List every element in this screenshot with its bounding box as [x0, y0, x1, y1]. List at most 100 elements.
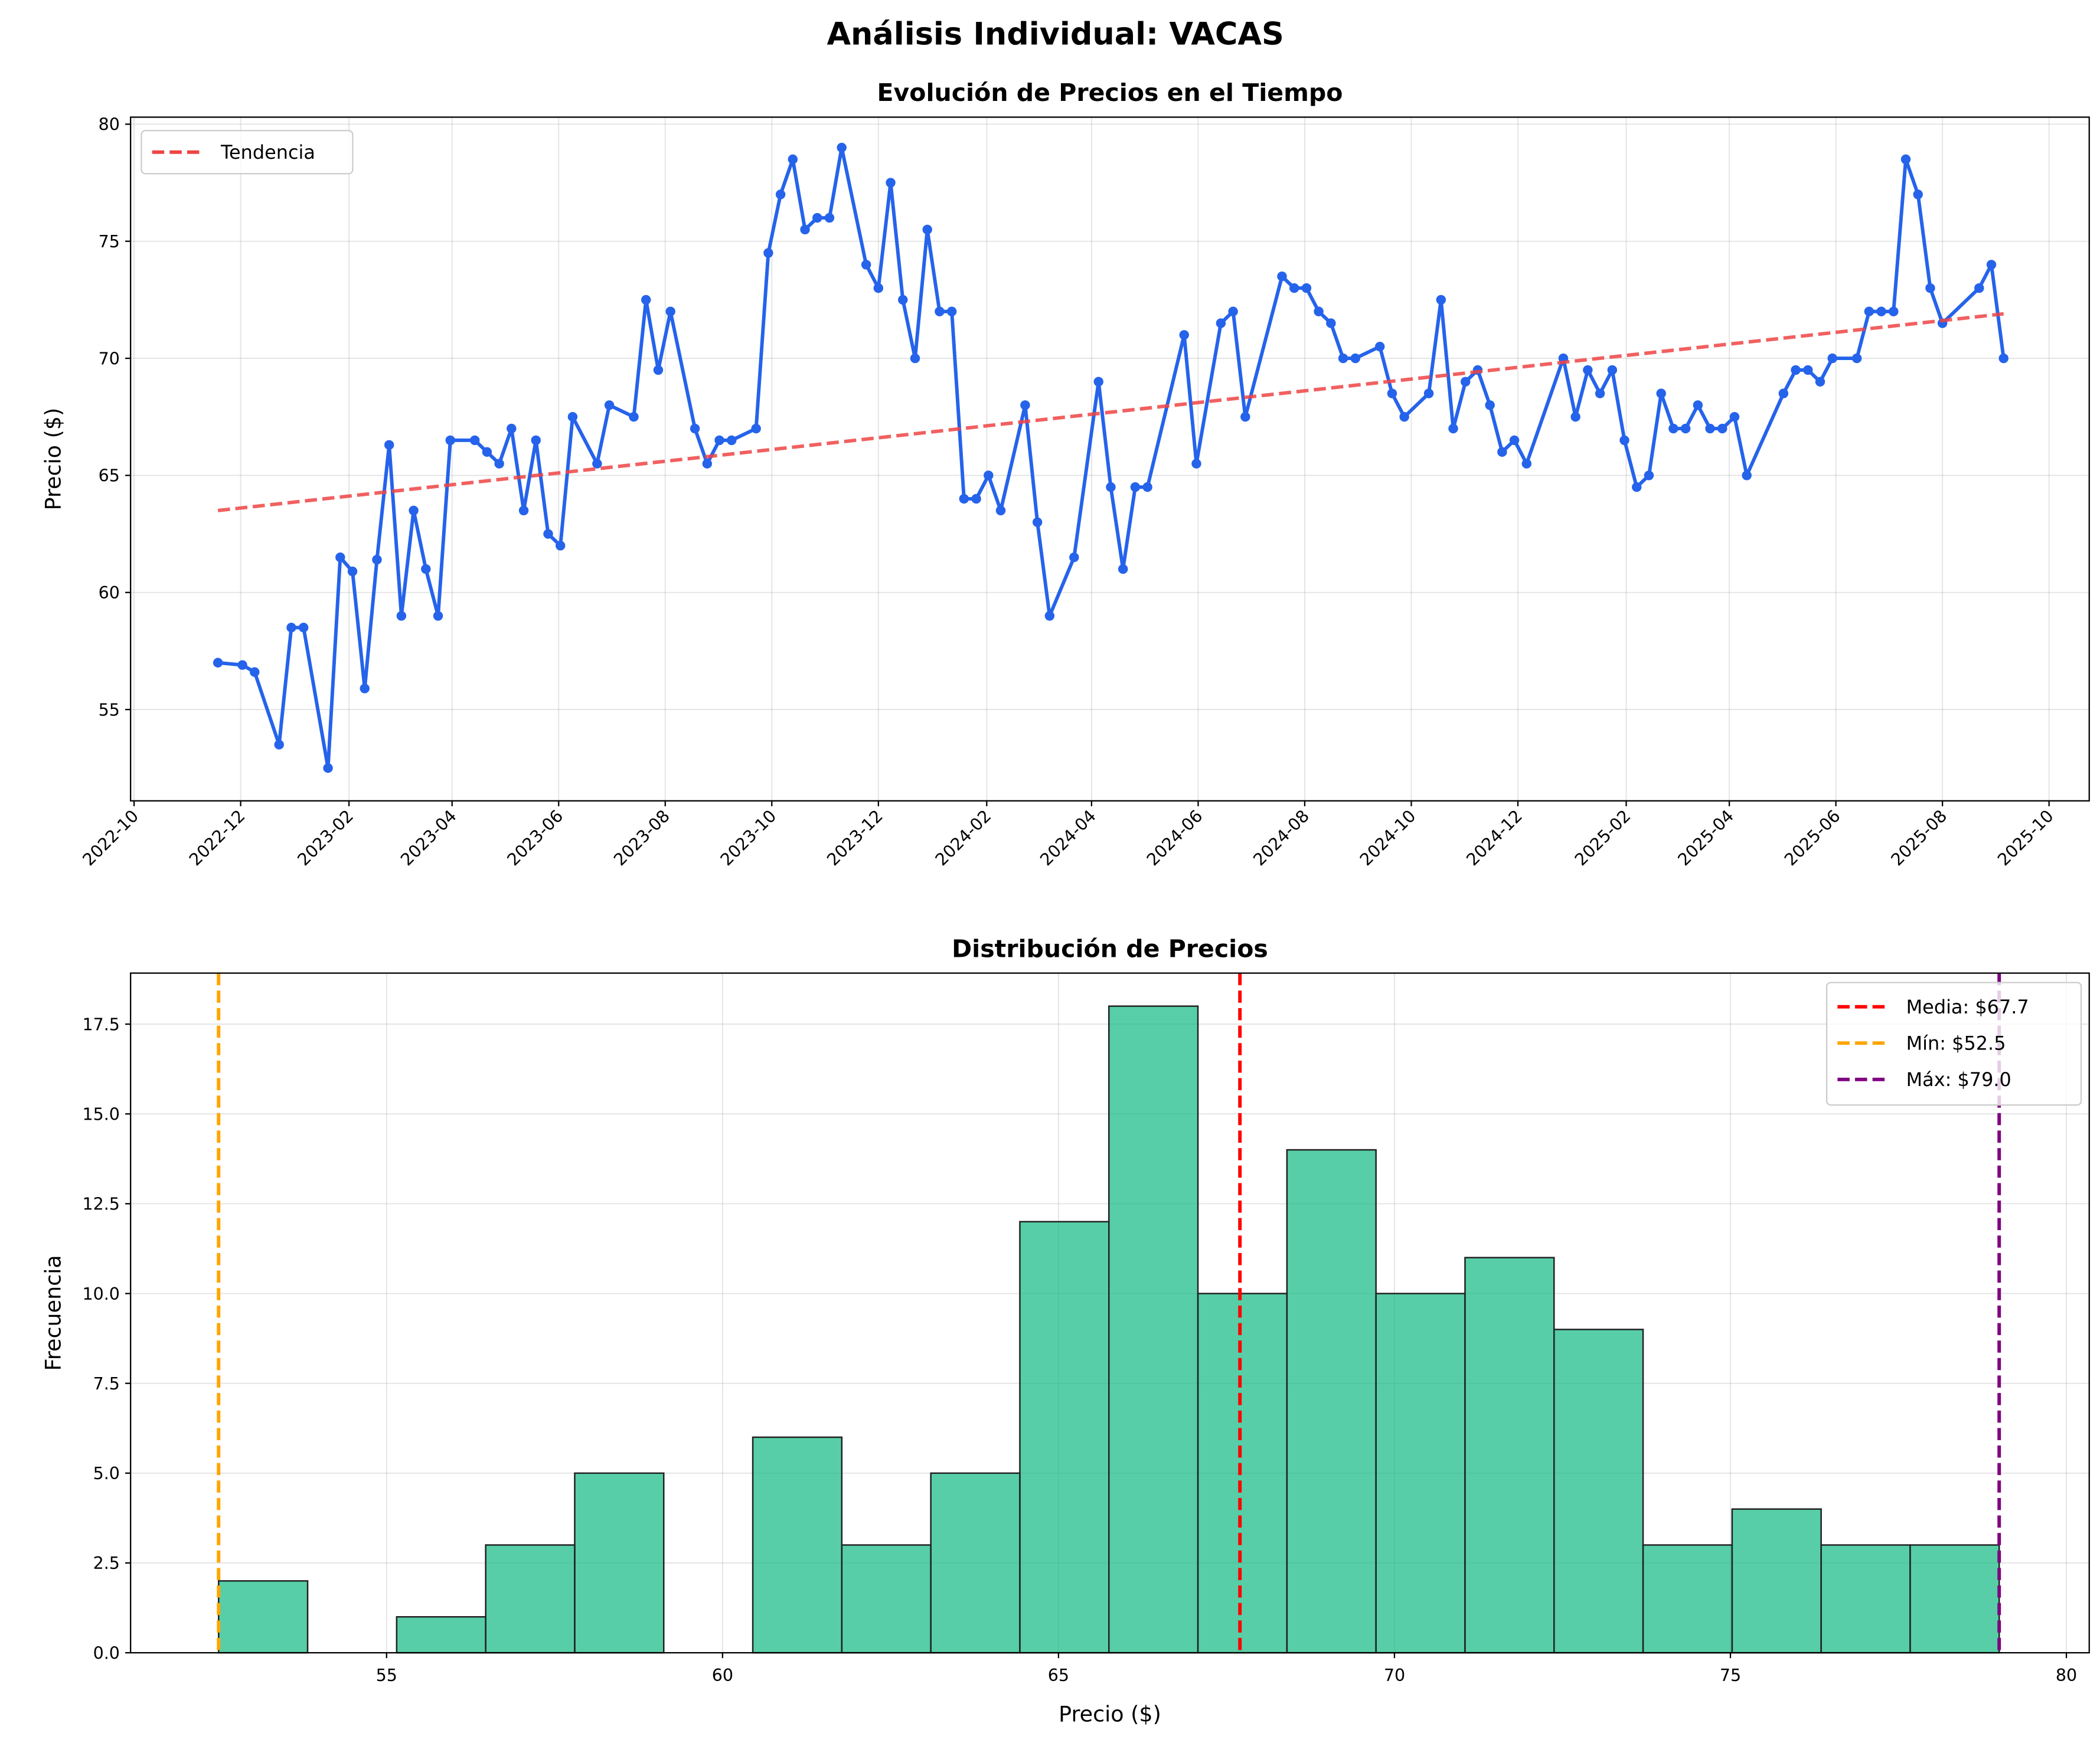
price-point: [604, 400, 615, 410]
price-point: [1644, 470, 1654, 480]
price-point: [250, 667, 260, 677]
histogram-bar: [1642, 1544, 1733, 1654]
price-line: [217, 146, 2006, 770]
x-tick-label: 2024-10: [1356, 806, 1420, 870]
price-point: [555, 541, 566, 551]
price-point: [1889, 306, 1899, 316]
price-point: [665, 306, 675, 316]
price-point: [1778, 388, 1789, 398]
price-point: [1106, 482, 1116, 492]
x-tick-label: 2022-12: [185, 806, 249, 870]
histogram-bar: [396, 1616, 486, 1654]
chart-title: Distribución de Precios: [952, 934, 1268, 963]
axes-frame: [130, 116, 2090, 802]
price-point: [1289, 283, 1299, 293]
price-point: [984, 470, 994, 480]
histogram-bar: [218, 1580, 309, 1654]
price-point: [1130, 482, 1141, 492]
price-point: [1705, 423, 1715, 434]
histogram-bar: [485, 1544, 576, 1654]
price-point: [1656, 388, 1666, 398]
price-point: [1791, 365, 1801, 375]
price-point: [1191, 459, 1201, 469]
y-axis-label: Frecuencia: [41, 1255, 66, 1371]
histogram-bar: [1731, 1508, 1822, 1654]
price-point: [1632, 482, 1642, 492]
y-axis-label: Precio ($): [41, 408, 66, 511]
x-tick-label: 65: [1048, 1666, 1069, 1685]
x-tick-label: 2022-10: [79, 806, 143, 870]
price-point: [1179, 330, 1189, 340]
x-axis-label: Precio ($): [1059, 1701, 1161, 1726]
price-point: [1876, 306, 1886, 316]
x-tick-label: 2023-10: [717, 806, 780, 870]
price-point: [1338, 353, 1348, 364]
price-point: [518, 505, 529, 516]
price-point: [1607, 365, 1618, 375]
x-tick-label: 80: [2056, 1666, 2077, 1685]
price-point: [824, 212, 835, 223]
price-point: [1583, 365, 1593, 375]
y-tick-label: 55: [99, 700, 120, 720]
price-point: [1044, 611, 1055, 621]
price-point: [690, 423, 700, 434]
price-point: [1399, 412, 1409, 422]
price-point: [1864, 306, 1874, 316]
x-tick-label: 2025-08: [1887, 806, 1951, 870]
price-point: [1326, 318, 1336, 328]
price-point: [1509, 435, 1520, 446]
y-tick-label: 75: [99, 232, 120, 251]
figure-title: Análisis Individual: VACAS: [827, 16, 1283, 52]
price-point: [959, 493, 969, 504]
histogram-bar: [574, 1472, 665, 1654]
price-point: [433, 611, 443, 621]
x-tick-label: 2025-10: [1994, 806, 2057, 870]
x-tick-label: 2023-08: [610, 806, 674, 870]
histogram-bar: [752, 1436, 843, 1654]
price-point: [494, 459, 504, 469]
price-point: [812, 212, 822, 223]
price-point: [1277, 272, 1287, 282]
x-tick-label: 60: [712, 1666, 733, 1685]
y-tick-label: 7.5: [93, 1374, 120, 1394]
price-point: [1485, 400, 1495, 410]
price-point: [1436, 295, 1446, 305]
price-point: [935, 306, 945, 316]
price-point: [1668, 423, 1678, 434]
price-point: [298, 623, 309, 633]
price-point: [800, 224, 810, 235]
price-point: [1069, 552, 1079, 563]
legend-box: [1825, 982, 2082, 1106]
price-point: [445, 435, 455, 446]
price-point: [629, 412, 639, 422]
price-point: [592, 459, 602, 469]
x-tick-label: 2023-02: [294, 806, 358, 870]
price-point: [1570, 412, 1580, 422]
price-point: [873, 283, 884, 293]
histogram-bar: [841, 1544, 932, 1654]
price-point: [1314, 306, 1324, 316]
histogram-bar: [1197, 1293, 1288, 1654]
y-tick-label: 2.5: [93, 1554, 120, 1573]
price-point: [1815, 377, 1825, 387]
histogram-bar: [1019, 1221, 1110, 1654]
x-tick-label: 2025-06: [1781, 806, 1844, 870]
x-tick-label: 55: [376, 1666, 397, 1685]
price-point: [995, 505, 1006, 516]
price-point: [1693, 400, 1703, 410]
price-point: [1619, 435, 1629, 446]
y-tick-label: 70: [99, 349, 120, 368]
y-tick-label: 65: [99, 466, 120, 486]
price-point: [396, 611, 407, 621]
histogram-bar: [1553, 1329, 1644, 1654]
price-point: [1913, 189, 1923, 200]
legend-label: Máx: $79.0: [1906, 1068, 2011, 1091]
x-tick-label: 2024-12: [1463, 806, 1527, 870]
price-point: [1925, 283, 1935, 293]
x-tick-label: 75: [1720, 1666, 1741, 1685]
price-point: [861, 260, 871, 270]
price-point: [1851, 353, 1862, 364]
legend-box: [141, 130, 354, 175]
price-point: [727, 435, 737, 446]
price-point: [1387, 388, 1397, 398]
